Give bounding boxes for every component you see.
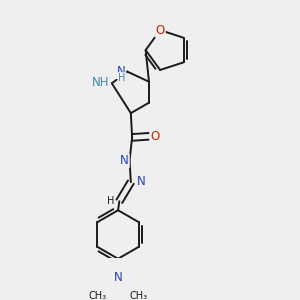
Text: CH₃: CH₃ [88,291,107,300]
Text: N: N [114,271,122,284]
Text: H: H [119,155,127,165]
Text: CH₃: CH₃ [129,291,148,300]
Text: O: O [150,130,160,142]
Text: NH: NH [92,76,110,89]
Text: O: O [155,24,165,37]
Text: H: H [107,196,114,206]
Text: H: H [118,73,126,83]
Text: N: N [120,154,129,167]
Text: N: N [116,65,125,78]
Text: N: N [136,175,145,188]
